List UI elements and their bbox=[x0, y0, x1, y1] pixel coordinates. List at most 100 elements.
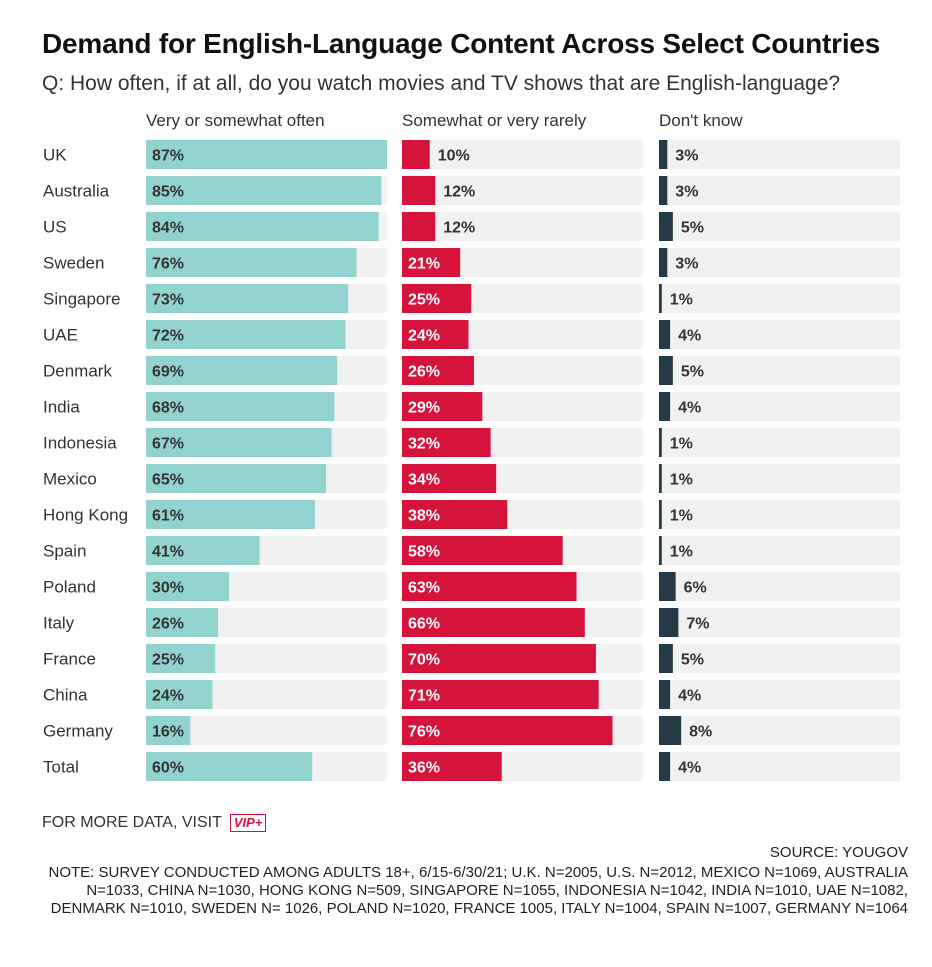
value-label-rarely-uk: 10% bbox=[438, 148, 470, 165]
bar-dont-know-denmark bbox=[659, 356, 673, 385]
bar-rarely-uk bbox=[402, 140, 430, 169]
more-data-link[interactable]: FOR MORE DATA, VISIT VIP+ bbox=[42, 814, 267, 832]
value-label-often-mexico: 65% bbox=[152, 472, 184, 489]
value-label-rarely-sweden: 21% bbox=[408, 256, 440, 273]
bar-often-china bbox=[146, 680, 213, 709]
bar-track-rarely bbox=[402, 212, 643, 241]
value-label-dont-know-total: 4% bbox=[678, 760, 701, 777]
bar-often-sweden bbox=[146, 248, 357, 277]
bar-dont-know-germany bbox=[659, 716, 682, 745]
bar-track-dont-know bbox=[659, 716, 900, 745]
bar-rarely-spain bbox=[402, 536, 563, 565]
country-label-uae: UAE bbox=[43, 326, 78, 345]
country-label-total: Total bbox=[43, 758, 79, 777]
value-label-often-india: 68% bbox=[152, 400, 184, 417]
value-label-dont-know-denmark: 5% bbox=[681, 364, 704, 381]
bar-track-dont-know bbox=[659, 608, 900, 637]
value-label-often-sweden: 76% bbox=[152, 256, 184, 273]
value-label-dont-know-hong-kong: 1% bbox=[670, 508, 693, 525]
bar-often-uae bbox=[146, 320, 346, 349]
bar-rarely-total bbox=[402, 752, 502, 781]
bar-track-dont-know bbox=[659, 644, 900, 673]
value-label-rarely-uae: 24% bbox=[408, 328, 440, 345]
country-label-us: US bbox=[43, 218, 67, 237]
bar-dont-know-china bbox=[659, 680, 671, 709]
column-header-often: Very or somewhat often bbox=[146, 111, 325, 130]
bar-track-dont-know bbox=[659, 140, 900, 169]
source-note: SOURCE: YOUGOV bbox=[769, 844, 908, 861]
bar-track-dont-know bbox=[659, 572, 900, 601]
country-label-germany: Germany bbox=[43, 722, 113, 741]
bar-track-dont-know bbox=[659, 176, 900, 205]
bar-track-dont-know bbox=[659, 320, 900, 349]
value-label-often-china: 24% bbox=[152, 688, 184, 705]
chart-title: Demand for English-Language Content Acro… bbox=[42, 28, 881, 59]
value-label-rarely-total: 36% bbox=[408, 760, 440, 777]
bar-often-hong-kong bbox=[146, 500, 315, 529]
value-label-rarely-us: 12% bbox=[443, 220, 475, 237]
value-label-often-france: 25% bbox=[152, 652, 184, 669]
value-label-dont-know-italy: 7% bbox=[686, 616, 709, 633]
bar-rarely-france bbox=[402, 644, 596, 673]
chart-subtitle: Q: How often, if at all, do you watch mo… bbox=[42, 72, 841, 95]
bar-often-italy bbox=[146, 608, 219, 637]
vip-plus-logo[interactable]: VIP+ bbox=[229, 814, 267, 832]
more-data-label: FOR MORE DATA, VISIT bbox=[42, 814, 222, 831]
bar-track-dont-know bbox=[659, 680, 900, 709]
bar-often-total bbox=[146, 752, 313, 781]
bar-track-dont-know bbox=[659, 500, 900, 529]
bar-rarely-india bbox=[402, 392, 483, 421]
bar-often-germany bbox=[146, 716, 191, 745]
value-label-dont-know-indonesia: 1% bbox=[670, 436, 693, 453]
bar-dont-know-sweden bbox=[659, 248, 668, 277]
bar-rarely-mexico bbox=[402, 464, 497, 493]
value-label-dont-know-spain: 1% bbox=[670, 544, 693, 561]
bar-rarely-us bbox=[402, 212, 436, 241]
value-label-dont-know-sweden: 3% bbox=[675, 256, 698, 273]
bar-dont-know-total bbox=[659, 752, 671, 781]
value-label-dont-know-china: 4% bbox=[678, 688, 701, 705]
country-label-france: France bbox=[43, 650, 96, 669]
bar-dont-know-australia bbox=[659, 176, 668, 205]
value-label-dont-know-uk: 3% bbox=[675, 148, 698, 165]
column-header-rarely: Somewhat or very rarely bbox=[402, 111, 587, 130]
value-label-dont-know-india: 4% bbox=[678, 400, 701, 417]
value-label-often-total: 60% bbox=[152, 760, 184, 777]
bar-track-dont-know bbox=[659, 752, 900, 781]
value-label-often-hong-kong: 61% bbox=[152, 508, 184, 525]
survey-note: NOTE: SURVEY CONDUCTED AMONG ADULTS 18+,… bbox=[48, 864, 908, 917]
bar-often-france bbox=[146, 644, 216, 673]
bar-dont-know-france bbox=[659, 644, 673, 673]
value-label-rarely-denmark: 26% bbox=[408, 364, 440, 381]
country-label-australia: Australia bbox=[43, 182, 110, 201]
bar-dont-know-italy bbox=[659, 608, 679, 637]
bar-rarely-italy bbox=[402, 608, 585, 637]
value-label-often-italy: 26% bbox=[152, 616, 184, 633]
value-label-rarely-australia: 12% bbox=[443, 184, 475, 201]
column-header-dont-know: Don't know bbox=[659, 111, 743, 130]
value-label-often-singapore: 73% bbox=[152, 292, 184, 309]
value-label-rarely-singapore: 25% bbox=[408, 292, 440, 309]
value-label-often-germany: 16% bbox=[152, 724, 184, 741]
bar-often-singapore bbox=[146, 284, 349, 313]
value-label-often-indonesia: 67% bbox=[152, 436, 184, 453]
country-label-mexico: Mexico bbox=[43, 470, 97, 489]
bar-dont-know-mexico bbox=[659, 464, 662, 493]
value-label-often-spain: 41% bbox=[152, 544, 184, 561]
bar-dont-know-us bbox=[659, 212, 673, 241]
value-label-often-australia: 85% bbox=[152, 184, 184, 201]
bar-often-us bbox=[146, 212, 379, 241]
value-label-often-uk: 87% bbox=[152, 148, 184, 165]
value-label-often-poland: 30% bbox=[152, 580, 184, 597]
bar-dont-know-uk bbox=[659, 140, 668, 169]
bar-often-mexico bbox=[146, 464, 327, 493]
value-label-often-us: 84% bbox=[152, 220, 184, 237]
value-label-rarely-spain: 58% bbox=[408, 544, 440, 561]
bar-dont-know-spain bbox=[659, 536, 662, 565]
bar-rarely-denmark bbox=[402, 356, 475, 385]
value-label-rarely-china: 71% bbox=[408, 688, 440, 705]
value-label-rarely-italy: 66% bbox=[408, 616, 440, 633]
bar-chart: UK 87% 10% 3% Australia 85% 12% 3% US 84% 12% 5% Swe… bbox=[43, 140, 900, 781]
bar-rarely-germany bbox=[402, 716, 613, 745]
bar-track-dont-know bbox=[659, 392, 900, 421]
